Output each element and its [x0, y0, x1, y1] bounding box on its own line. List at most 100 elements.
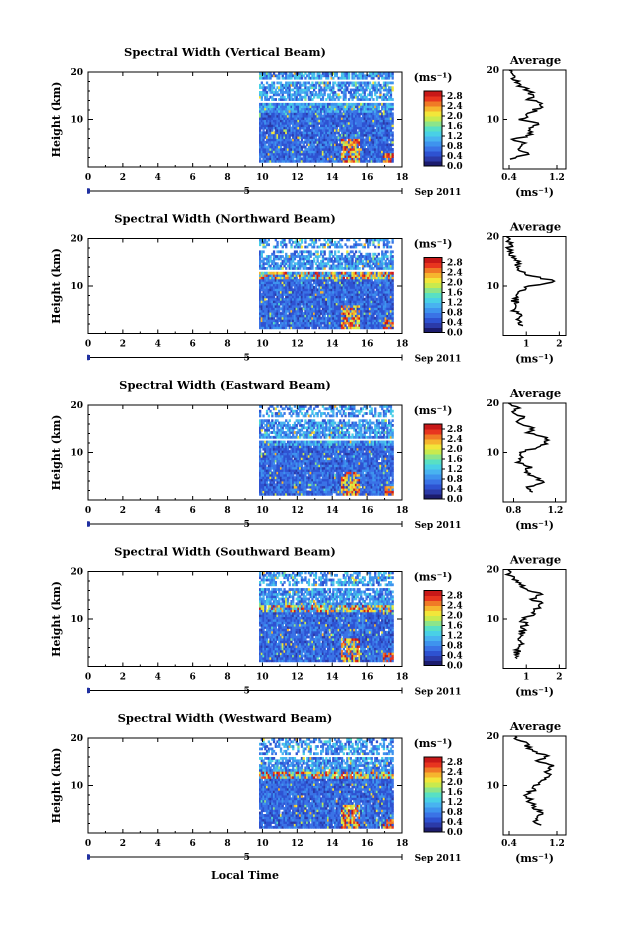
heatmap-cell: [392, 103, 394, 106]
heatmap-cell: [353, 253, 355, 256]
heatmap-cell: [310, 250, 312, 253]
colorbar-tick-label: 2.4: [447, 102, 463, 112]
heatmap-cell: [308, 82, 310, 85]
heatmap-cell: [275, 98, 277, 101]
colorbar-swatch: [424, 96, 442, 102]
heatmap-cell: [362, 296, 364, 299]
heatmap-cell: [344, 324, 346, 327]
heatmap-cell: [374, 246, 376, 249]
heatmap-cell: [378, 105, 380, 108]
colorbar-tick-label: 1.6: [447, 122, 463, 132]
heatmap-cell: [297, 139, 299, 142]
heatmap-cell: [269, 77, 271, 80]
colorbar-swatch: [424, 101, 442, 107]
heatmap-cell: [355, 84, 357, 87]
heatmap-cell: [374, 82, 376, 85]
heatmap-cell: [392, 324, 394, 327]
heatmap-cell: [390, 129, 392, 132]
heatmap-cell: [344, 96, 346, 99]
heatmap-cell: [278, 77, 280, 80]
avg-x-tick-label: 0.4: [501, 173, 517, 183]
heatmap-cell: [358, 267, 360, 270]
heatmap-cell: [355, 129, 357, 132]
heatmap-cell: [379, 110, 381, 113]
colorbar-tick-label: 1.2: [447, 132, 463, 142]
colorbar-swatch: [424, 126, 442, 132]
heatmap-cell: [336, 141, 338, 144]
heatmap-cell: [392, 124, 394, 127]
heatmap-cell: [341, 262, 343, 265]
heatmap-cell: [346, 250, 348, 253]
heatmap-cell: [331, 250, 333, 253]
x-tick-label: 4: [155, 173, 161, 183]
heatmap-cell: [266, 82, 268, 85]
heatmap-cell: [324, 315, 326, 318]
heatmap-cell: [313, 258, 315, 261]
heatmap-cell: [304, 241, 306, 244]
heatmap-cell: [372, 98, 374, 101]
colorbar-swatch: [424, 91, 442, 97]
heatmap-cell: [322, 260, 324, 263]
heatmap-cell: [259, 129, 261, 132]
heatmap-cell: [379, 91, 381, 94]
heatmap-cell: [322, 96, 324, 99]
heatmap-cell: [392, 131, 394, 134]
colorbar-unit: (ms⁻¹): [414, 71, 453, 84]
heatmap-cell: [388, 241, 390, 244]
heatmap-cell: [374, 93, 376, 96]
heatmap-cell: [332, 84, 334, 87]
heatmap-cell: [299, 93, 301, 96]
heatmap-cell: [369, 253, 371, 256]
heatmap-cell: [392, 86, 394, 89]
heatmap-cell: [292, 158, 294, 161]
heatmap-cell: [289, 91, 291, 94]
heatmap-cell: [362, 260, 364, 263]
heatmap-cell: [261, 82, 263, 85]
heatmap-cell: [365, 77, 367, 80]
heatmap-cell: [282, 250, 284, 253]
heatmap-cell: [259, 158, 261, 161]
avg-x-tick-label: 1.2: [549, 173, 565, 183]
heatmap-cell: [264, 298, 266, 301]
heatmap-cell: [344, 93, 346, 96]
colorbar-swatch: [424, 151, 442, 157]
colorbar-tick-label: 2.0: [447, 112, 463, 122]
heatmap-cell: [360, 93, 362, 96]
heatmap-cell: [329, 82, 331, 85]
heatmap-cell: [268, 243, 270, 246]
heatmap-cell: [381, 260, 383, 263]
heatmap-cell: [341, 253, 343, 256]
colorbar-swatch: [424, 121, 442, 127]
heatmap-cell: [378, 77, 380, 80]
heatmap-cell: [327, 74, 329, 77]
heatmap-cell: [372, 288, 374, 291]
heatmap-cell: [371, 93, 373, 96]
heatmap-cell: [304, 96, 306, 99]
heatmap-cell: [338, 250, 340, 253]
heatmap-cell: [334, 91, 336, 94]
heatmap-cell: [392, 158, 394, 161]
heatmap-cell: [327, 77, 329, 80]
heatmap-cell: [324, 253, 326, 256]
heatmap-cell: [392, 139, 394, 142]
colorbar-tick-label: 0.4: [447, 152, 463, 162]
heatmap-cell: [390, 93, 392, 96]
heatmap-cell: [346, 86, 348, 89]
heatmap-cell: [341, 246, 343, 249]
heatmap-cell: [371, 91, 373, 94]
heatmap-cell: [273, 317, 275, 320]
heatmap-cell: [390, 110, 392, 113]
heatmap-cell: [392, 148, 394, 151]
heatmap-cell: [313, 260, 315, 263]
heatmap-cell: [364, 91, 366, 94]
heatmap-cell: [346, 246, 348, 249]
heatmap-cell: [360, 84, 362, 87]
x-tick-label: 12: [291, 173, 304, 183]
heatmap-cell: [386, 93, 388, 96]
heatmap-cell: [334, 82, 336, 85]
heatmap-cell: [376, 91, 378, 94]
heatmap-cell: [379, 93, 381, 96]
colorbar-swatch: [424, 146, 442, 152]
